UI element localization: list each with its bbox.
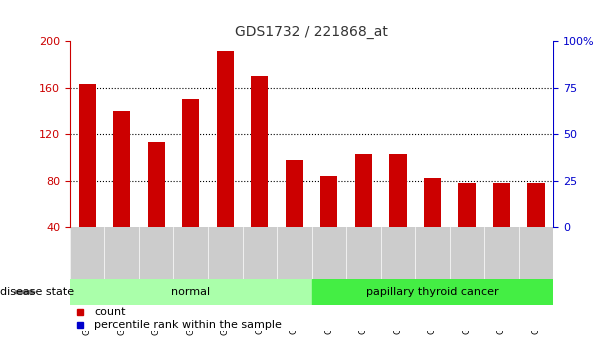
Bar [527,183,545,227]
Bar [311,279,553,305]
Point [427,131,437,137]
Point [497,137,506,143]
Point [289,127,299,132]
Point [151,118,161,123]
Text: count: count [94,307,126,317]
Bar [389,154,407,227]
Point [462,136,472,142]
Bar [70,279,311,305]
Bar [286,160,303,227]
Point [82,84,92,89]
Bar [320,176,337,227]
Bar [148,142,165,227]
Point [359,120,368,126]
Bar [78,85,96,227]
Bar [458,183,475,227]
Bar [493,183,510,227]
Text: normal: normal [171,287,210,297]
Point [531,141,541,146]
Text: papillary thyroid cancer: papillary thyroid cancer [366,287,499,297]
Point [255,86,264,92]
Text: percentile rank within the sample: percentile rank within the sample [94,320,282,330]
Point [221,84,230,89]
Bar [251,76,269,227]
Bar [424,178,441,227]
Bar [354,154,372,227]
Bar [182,99,199,227]
Bar [113,111,130,227]
Point [324,137,334,143]
Bar [216,51,234,227]
Text: disease state: disease state [0,287,74,297]
Point [117,95,126,100]
Title: GDS1732 / 221868_at: GDS1732 / 221868_at [235,25,388,39]
Point [186,92,196,98]
Point [393,125,402,130]
